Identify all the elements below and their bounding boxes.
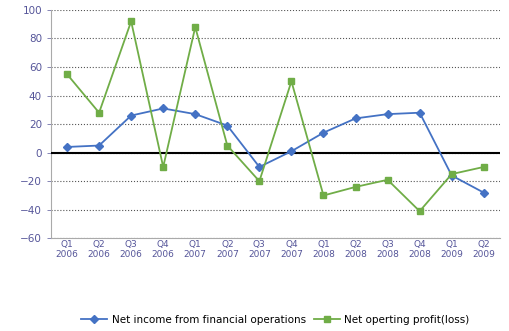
Net operting profit(loss) (288, 79, 294, 83)
Net operting profit(loss) (416, 209, 422, 213)
Net income from financial operations (416, 111, 422, 115)
Net income from financial operations (352, 117, 358, 120)
Net income from financial operations (128, 114, 134, 118)
Net income from financial operations (448, 173, 454, 177)
Net income from financial operations (224, 123, 230, 127)
Net income from financial operations (96, 144, 102, 148)
Net income from financial operations (320, 131, 326, 135)
Net income from financial operations (480, 191, 486, 195)
Net income from financial operations (192, 112, 198, 116)
Net operting profit(loss) (448, 172, 454, 176)
Net operting profit(loss) (192, 25, 198, 29)
Net operting profit(loss) (224, 144, 230, 148)
Net operting profit(loss) (384, 178, 390, 182)
Net income from financial operations (256, 165, 262, 169)
Net operting profit(loss) (256, 179, 262, 183)
Net operting profit(loss) (160, 165, 166, 169)
Net operting profit(loss) (352, 185, 358, 189)
Net operting profit(loss) (128, 19, 134, 23)
Line: Net operting profit(loss): Net operting profit(loss) (64, 19, 486, 214)
Net operting profit(loss) (320, 194, 326, 198)
Net operting profit(loss) (96, 111, 102, 115)
Net operting profit(loss) (480, 165, 486, 169)
Net income from financial operations (288, 149, 294, 153)
Line: Net income from financial operations: Net income from financial operations (64, 106, 486, 195)
Net income from financial operations (384, 112, 390, 116)
Net income from financial operations (160, 107, 166, 111)
Legend: Net income from financial operations, Net operting profit(loss): Net income from financial operations, Ne… (77, 311, 473, 329)
Net income from financial operations (64, 145, 70, 149)
Net operting profit(loss) (64, 72, 70, 76)
